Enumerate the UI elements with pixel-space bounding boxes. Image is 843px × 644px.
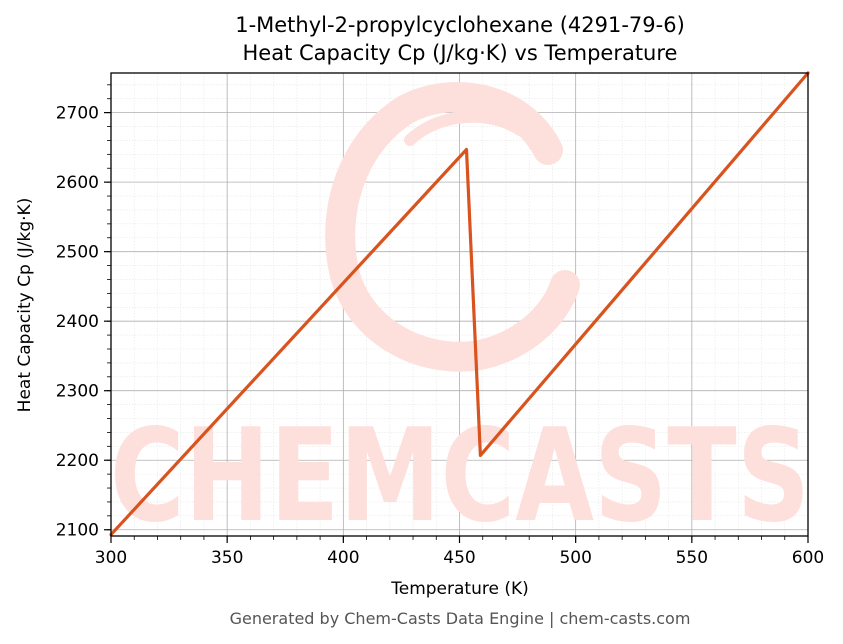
y-axis: 2100 2200 2300 2400 2500 2600 2700 [56, 84, 111, 541]
chart-subtitle: Heat Capacity Cp (J/kg·K) vs Temperature [243, 41, 678, 65]
x-tick-label: 300 [95, 548, 127, 568]
y-tick-label: 2300 [56, 382, 99, 402]
series-line [109, 71, 810, 537]
watermark-logo [325, 82, 580, 372]
y-tick-label: 2400 [56, 312, 99, 332]
footer-credit: Generated by Chem-Casts Data Engine | ch… [230, 609, 691, 628]
x-tick-label: 550 [676, 548, 708, 568]
x-tick-label: 400 [327, 548, 359, 568]
x-axis: 300 350 400 450 500 550 600 [95, 536, 824, 568]
y-tick-label: 2500 [56, 243, 99, 263]
x-tick-label: 500 [559, 548, 591, 568]
y-tick-label: 2200 [56, 451, 99, 471]
x-axis-label: Temperature (K) [390, 579, 529, 599]
y-axis-label: Heat Capacity Cp (J/kg·K) [15, 198, 35, 413]
y-tick-label: 2100 [56, 521, 99, 541]
x-tick-label: 450 [443, 548, 475, 568]
watermark: CHEMCASTS [110, 82, 810, 551]
chart-title: 1-Methyl-2-propylcyclohexane (4291-79-6) [235, 13, 685, 37]
x-tick-label: 600 [792, 548, 824, 568]
series-layer [109, 71, 810, 537]
y-tick-label: 2600 [56, 173, 99, 193]
watermark-text: CHEMCASTS [110, 402, 810, 551]
y-tick-label: 2700 [56, 104, 99, 124]
x-tick-label: 350 [211, 548, 243, 568]
